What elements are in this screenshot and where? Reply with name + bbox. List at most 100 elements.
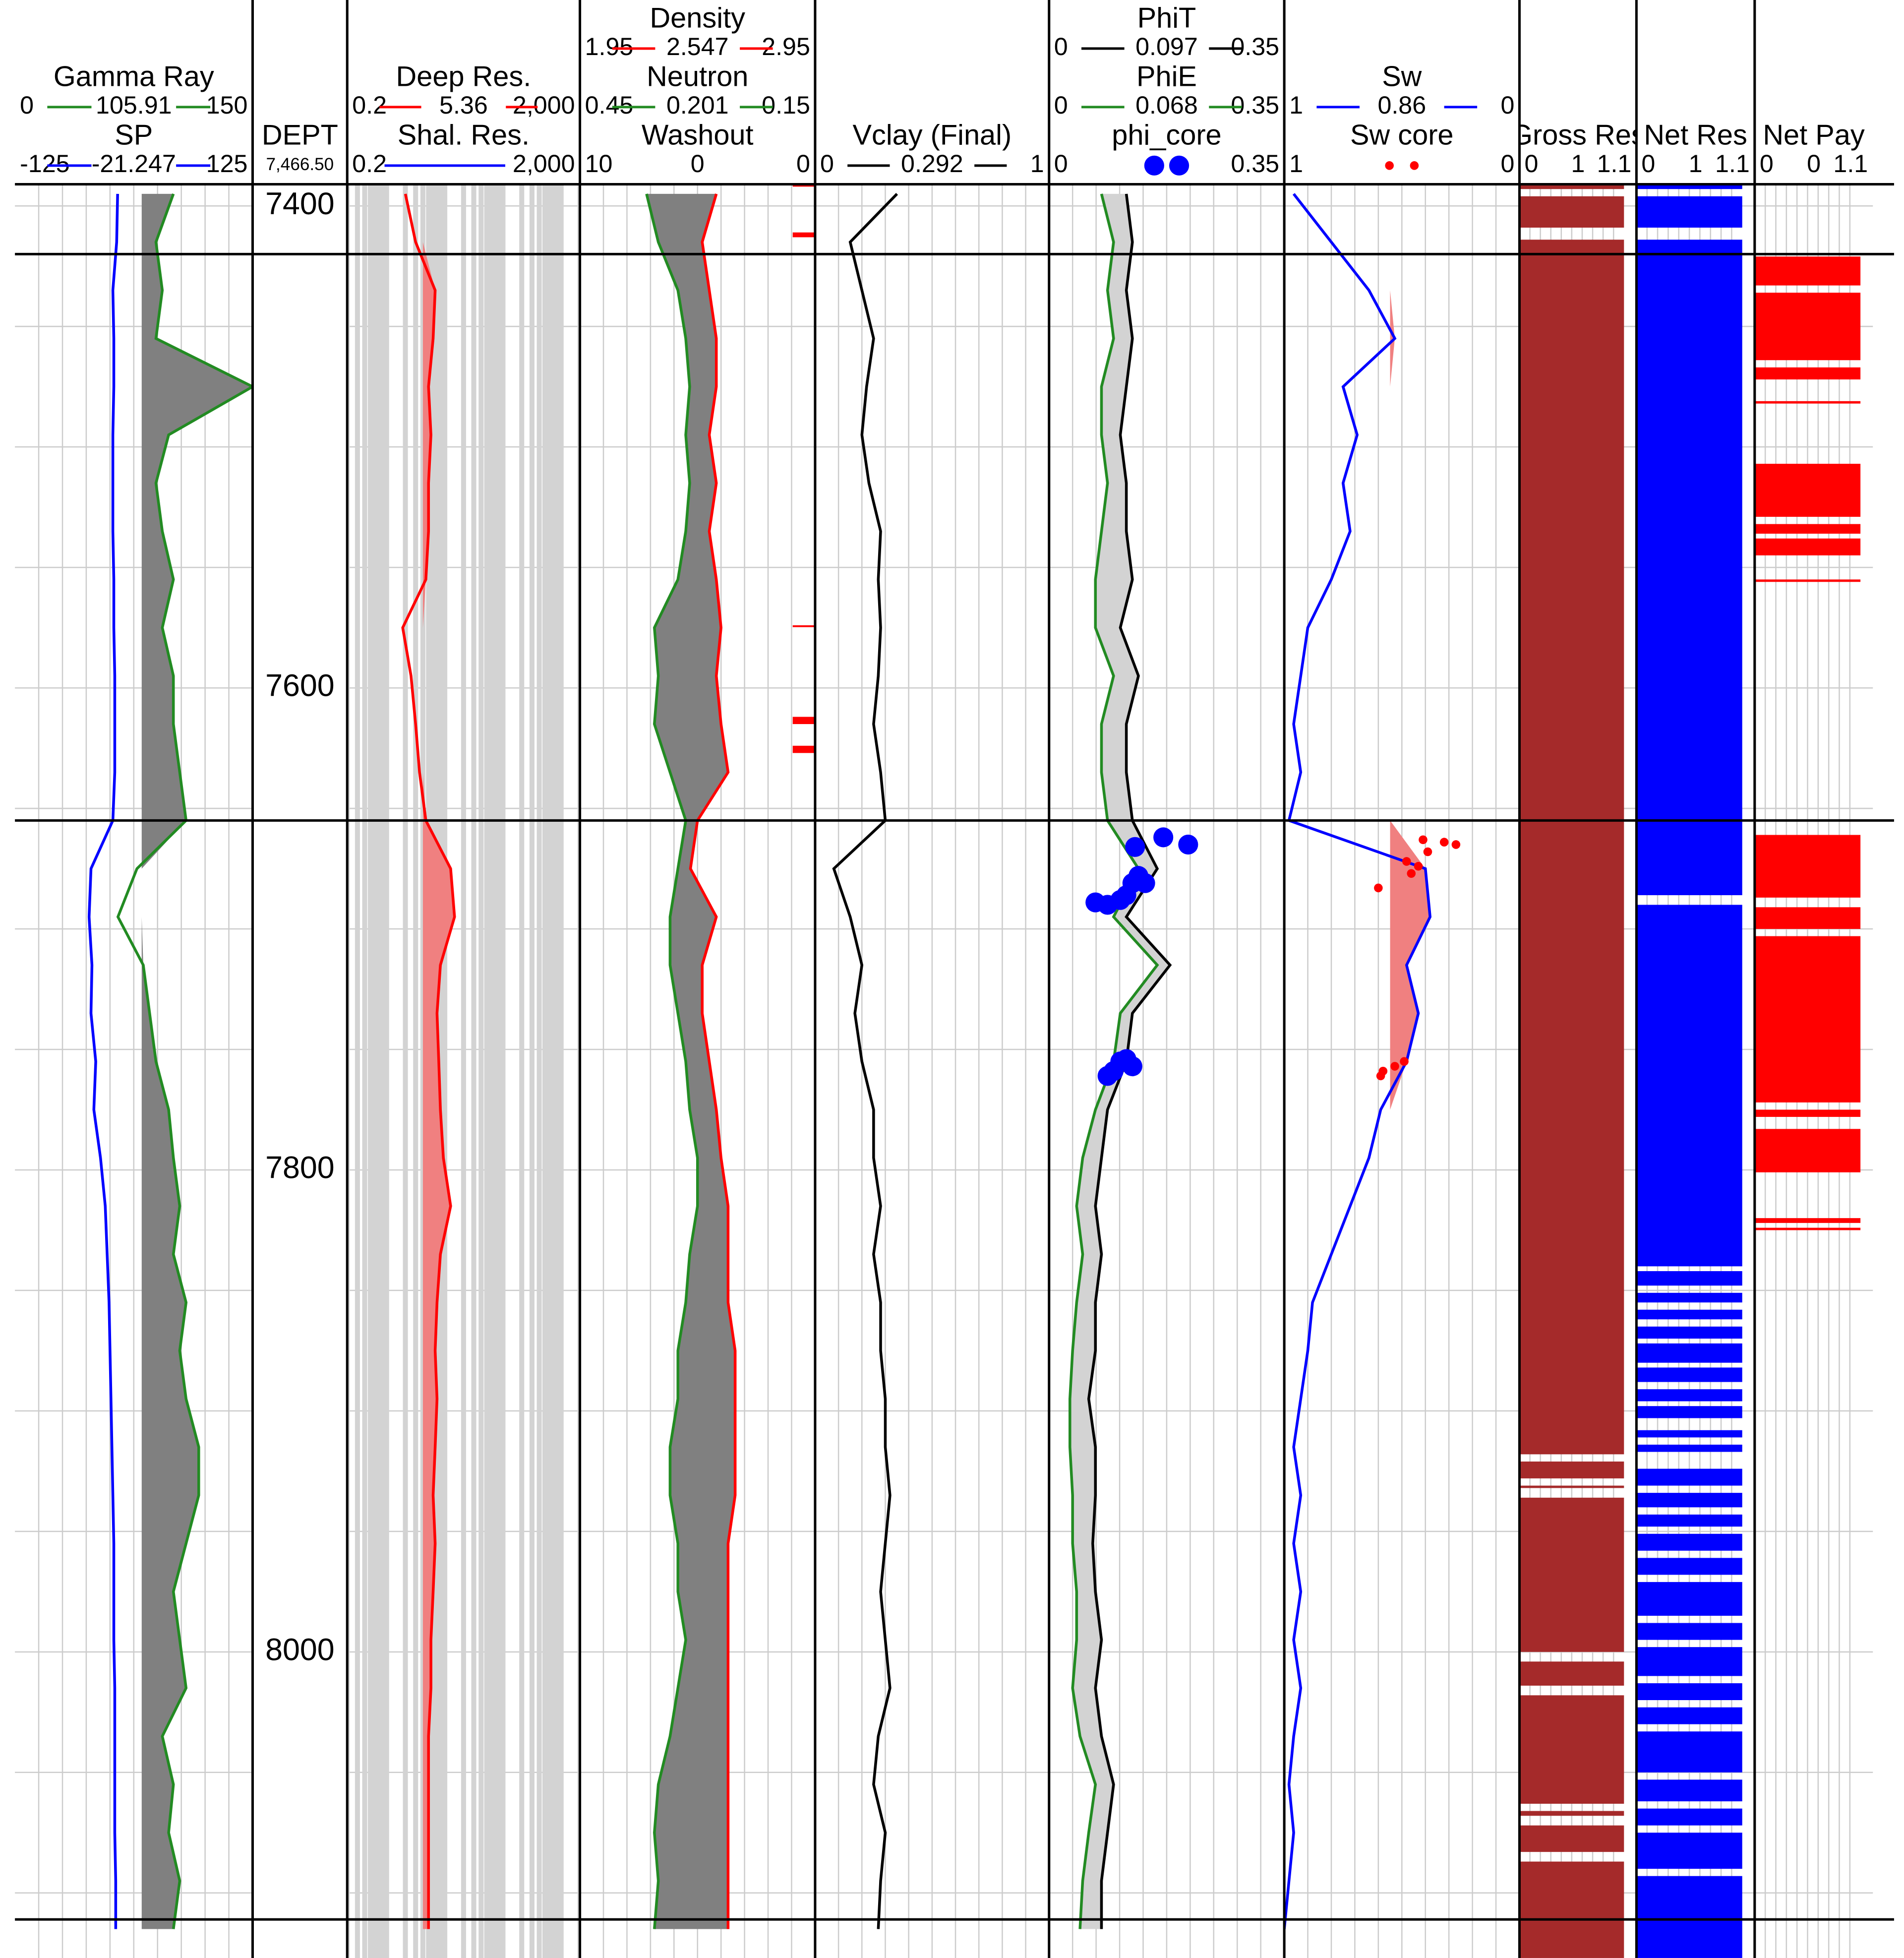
scale-right: 2.95 bbox=[762, 33, 810, 61]
flag-interval bbox=[1636, 1309, 1742, 1320]
scale-readout: 0 bbox=[1807, 150, 1821, 178]
flag-interval bbox=[792, 232, 815, 238]
flag-interval bbox=[1519, 196, 1624, 228]
flag-interval bbox=[1754, 256, 1861, 286]
scale-readout: 0 bbox=[691, 150, 705, 178]
flag-interval bbox=[1636, 1647, 1742, 1676]
scale-left: 0 bbox=[820, 150, 834, 178]
scale-readout: 1 bbox=[1689, 150, 1703, 178]
legend-marker bbox=[1169, 155, 1190, 176]
curve-fill bbox=[646, 193, 735, 1929]
curve-name: Neutron bbox=[647, 61, 748, 92]
scale-right: 0 bbox=[1501, 91, 1515, 119]
curve bbox=[645, 193, 699, 1929]
flag-interval bbox=[1636, 1389, 1742, 1402]
scale-readout: 5.36 bbox=[439, 91, 488, 119]
scale-left: 0 bbox=[1525, 150, 1539, 178]
scale-right: 150 bbox=[206, 91, 248, 119]
flag-interval bbox=[1636, 184, 1742, 189]
scale-right: 1.1 bbox=[1715, 150, 1750, 178]
core-point bbox=[1400, 1057, 1409, 1066]
flag-interval bbox=[1519, 1661, 1624, 1686]
core-point bbox=[1419, 835, 1428, 845]
scale-right: -0.15 bbox=[753, 91, 810, 119]
scale-left: 0 bbox=[1054, 33, 1068, 61]
scale-right: 2,000 bbox=[513, 91, 575, 119]
depth-title: DEPT bbox=[262, 119, 338, 151]
curve-name: Gross Res bbox=[1510, 119, 1646, 151]
flag-interval bbox=[1636, 1876, 1742, 1958]
flag-interval bbox=[1636, 1623, 1742, 1640]
flag-interval bbox=[1754, 367, 1861, 380]
curve bbox=[401, 193, 456, 1929]
scale-right: 125 bbox=[206, 150, 248, 178]
curve-fill bbox=[1390, 193, 1430, 1929]
flag-interval bbox=[1754, 936, 1861, 1102]
flag-interval bbox=[1636, 196, 1742, 228]
flag-interval bbox=[1636, 1558, 1742, 1575]
curve-name: Net Pay bbox=[1763, 119, 1864, 151]
curve-name: PhiT bbox=[1137, 2, 1196, 34]
flag-interval bbox=[1636, 1683, 1742, 1701]
scale-right: 2,000 bbox=[513, 150, 575, 178]
scale-left: 0 bbox=[20, 91, 34, 119]
scale-right: 1 bbox=[1030, 150, 1044, 178]
core-point bbox=[1097, 1066, 1118, 1086]
curve-name: phi_core bbox=[1112, 119, 1221, 151]
flag-interval bbox=[1519, 1497, 1624, 1652]
flag-interval bbox=[1754, 401, 1861, 404]
scale-readout: 0.097 bbox=[1135, 33, 1198, 61]
scale-readout: 0.292 bbox=[901, 150, 963, 178]
flag-interval bbox=[1636, 1731, 1742, 1773]
core-point bbox=[1414, 861, 1423, 871]
flag-interval bbox=[1636, 240, 1742, 895]
core-point bbox=[1390, 1062, 1399, 1071]
curve bbox=[832, 193, 898, 1929]
scale-readout: 1 bbox=[1571, 150, 1585, 178]
flag-interval bbox=[1754, 835, 1861, 898]
flag-interval bbox=[1636, 1406, 1742, 1418]
scale-left: 0 bbox=[1760, 150, 1774, 178]
flag-interval bbox=[1636, 1833, 1742, 1869]
flag-interval bbox=[1636, 1444, 1742, 1452]
scale-left: 0.2 bbox=[352, 150, 387, 178]
flag-interval bbox=[1519, 1811, 1624, 1816]
core-point bbox=[1439, 838, 1449, 847]
flag-interval bbox=[792, 745, 815, 753]
core-point bbox=[1125, 837, 1145, 857]
flag-interval bbox=[1636, 1582, 1742, 1616]
flag-interval bbox=[1636, 1808, 1742, 1826]
depth-tick-label: 7600 bbox=[265, 669, 335, 703]
depth-tick-label: 7800 bbox=[265, 1151, 335, 1185]
flag-interval bbox=[1754, 907, 1861, 929]
scale-right: 0.35 bbox=[1231, 150, 1279, 178]
flag-interval bbox=[1636, 1779, 1742, 1802]
depth-readout: 7,466.50 bbox=[266, 155, 334, 174]
scale-left: 0 bbox=[1054, 91, 1068, 119]
flag-interval bbox=[1519, 184, 1624, 189]
core-point bbox=[1122, 1056, 1142, 1077]
flag-interval bbox=[1754, 579, 1861, 582]
curve-name: Net Res bbox=[1644, 119, 1747, 151]
scale-left: 1 bbox=[1289, 150, 1303, 178]
flag-interval bbox=[1754, 293, 1861, 361]
scale-readout: 2.547 bbox=[666, 33, 729, 61]
flag-interval bbox=[1754, 1218, 1861, 1223]
curve-name: Shal. Res. bbox=[398, 119, 530, 151]
flag-interval bbox=[1754, 1109, 1861, 1117]
flag-interval bbox=[1754, 524, 1861, 534]
flag-interval bbox=[1519, 1461, 1624, 1478]
flag-interval bbox=[1636, 1514, 1742, 1527]
scale-left: 0.2 bbox=[352, 91, 387, 119]
core-point bbox=[1423, 847, 1432, 857]
scale-left: 0.45 bbox=[585, 91, 634, 119]
flag-interval bbox=[1636, 1343, 1742, 1363]
core-point bbox=[1376, 1071, 1385, 1081]
flag-interval bbox=[1636, 1533, 1742, 1551]
flag-interval bbox=[1519, 240, 1624, 1455]
flag-interval bbox=[1636, 1468, 1742, 1486]
